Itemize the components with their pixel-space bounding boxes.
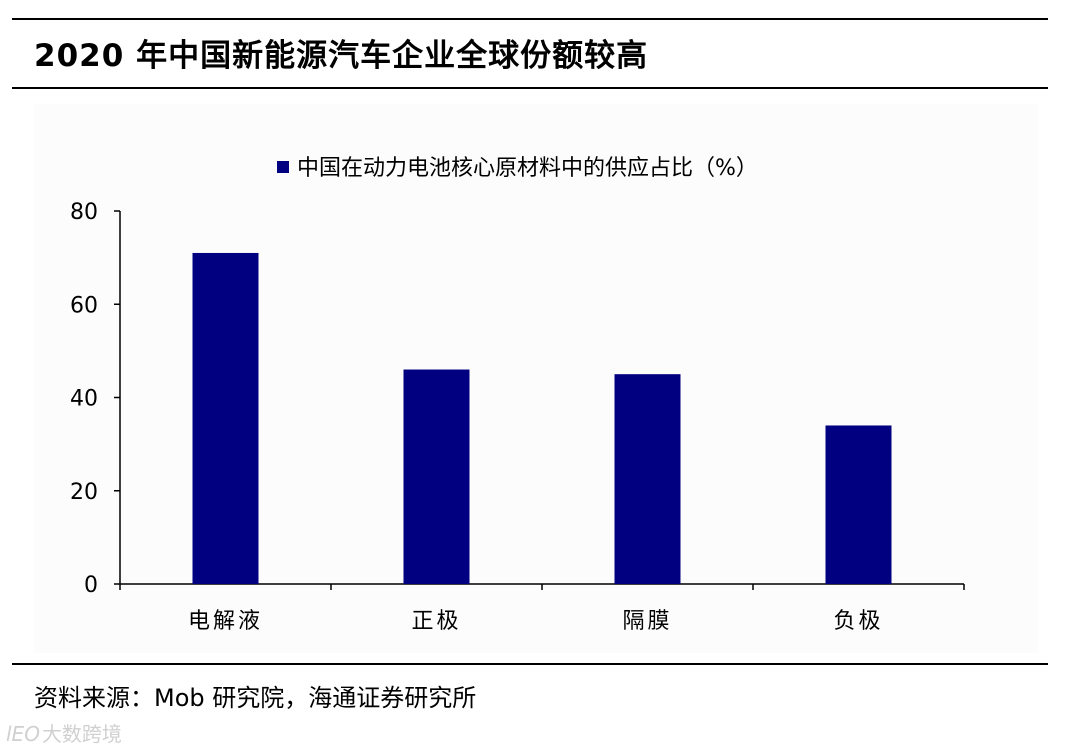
x-tick-label: 电解液	[188, 609, 263, 634]
page-title: 2020 年中国新能源汽车企业全球份额较高	[34, 38, 649, 74]
x-axis: 电解液 正极 隔膜 负极	[119, 583, 965, 634]
legend-swatch	[277, 161, 289, 173]
watermark-text: 大数跨境	[41, 722, 122, 746]
bars	[192, 252, 892, 584]
y-tick-label: 60	[70, 293, 98, 318]
footer-divider	[12, 663, 1048, 665]
source-note: 资料来源：Mob 研究院，海通证券研究所	[34, 684, 477, 712]
title-divider	[12, 87, 1048, 89]
bar	[614, 374, 681, 584]
y-tick-label: 20	[70, 480, 98, 505]
bar	[403, 369, 470, 584]
y-axis: 0 20 40 60 80	[70, 200, 121, 598]
y-tick-label: 0	[84, 573, 98, 598]
x-tick-label: 负极	[833, 609, 883, 634]
x-tick-label: 正极	[411, 609, 461, 634]
bar-chart: 中国在动力电池核心原材料中的供应占比（%） 0 20 40 60 80 电解液 正极 隔膜 负…	[70, 156, 965, 634]
watermark-logo: lEO	[6, 722, 40, 746]
y-tick-label: 80	[70, 200, 98, 225]
bar	[825, 425, 892, 584]
y-tick-label: 40	[70, 387, 98, 412]
watermark: lEO 大数跨境	[6, 718, 122, 747]
x-tick-label: 隔膜	[622, 609, 672, 634]
bar	[192, 252, 259, 584]
top-rule	[12, 18, 1048, 20]
chart-legend: 中国在动力电池核心原材料中的供应占比（%）	[277, 156, 758, 181]
legend-label: 中国在动力电池核心原材料中的供应占比（%）	[297, 156, 758, 181]
